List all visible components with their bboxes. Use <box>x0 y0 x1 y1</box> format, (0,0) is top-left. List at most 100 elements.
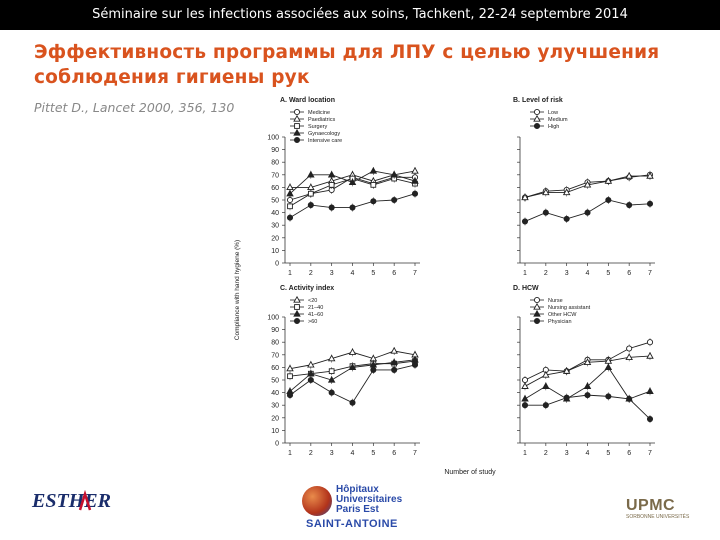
x-axis-label: Number of study <box>444 469 496 476</box>
hopitaux-logo: Hôpitaux Universitaires Paris Est SAINT-… <box>302 483 412 533</box>
x-tick-label: 7 <box>413 450 417 457</box>
x-tick-label: 7 <box>648 270 652 277</box>
data-point <box>307 360 315 368</box>
legend-label: Low <box>548 110 558 116</box>
data-point <box>626 201 633 209</box>
y-tick-label: 80 <box>271 340 279 347</box>
x-tick-label: 1 <box>288 270 292 277</box>
data-point <box>562 188 571 196</box>
y-tick-label: 0 <box>275 441 279 448</box>
data-point <box>542 370 550 378</box>
data-point <box>390 170 398 178</box>
panel-title: C. Activity index <box>280 285 334 292</box>
ribbon-icon <box>78 490 92 511</box>
data-point <box>411 176 419 184</box>
y-tick-label: 60 <box>271 185 279 192</box>
series-2-3 <box>521 196 654 226</box>
y-tick-label: 10 <box>271 248 279 255</box>
esther-logo: ESTHER <box>32 490 111 526</box>
legend-marker <box>533 317 541 325</box>
y-tick-label: 30 <box>271 403 279 410</box>
legend-marker <box>533 114 541 122</box>
data-point <box>327 170 336 178</box>
x-tick-label: 2 <box>544 450 548 457</box>
data-point <box>287 203 293 210</box>
data-point <box>349 399 356 406</box>
legend-marker <box>293 309 301 317</box>
data-point <box>646 171 654 179</box>
x-tick-label: 4 <box>586 270 590 277</box>
series-4-4 <box>521 391 654 424</box>
data-point <box>605 196 612 204</box>
x-tick-label: 6 <box>627 450 631 457</box>
data-point <box>348 178 357 186</box>
data-point <box>328 368 335 375</box>
data-point <box>286 183 294 191</box>
x-tick-label: 2 <box>544 270 548 277</box>
x-tick-label: 3 <box>330 270 334 277</box>
legend-marker <box>533 309 541 317</box>
chart-panel-1: A. Ward location 0 10 20 30 40 50 60 70 80 90 100 1 2… <box>267 97 420 277</box>
legend-label: 21–40 <box>308 305 323 311</box>
data-point <box>646 351 654 359</box>
legend-marker <box>533 122 541 130</box>
data-point <box>307 183 315 191</box>
data-point <box>286 189 294 197</box>
legend-marker <box>533 302 541 310</box>
data-point <box>626 395 633 402</box>
data-point <box>390 358 398 366</box>
y-tick-label: 20 <box>271 235 279 242</box>
data-point <box>286 364 294 372</box>
legend-marker <box>293 108 301 116</box>
data-point <box>584 392 591 399</box>
legend-marker <box>533 108 541 116</box>
upmc-subtext: SORBONNE UNIVERSITÉS <box>626 514 690 520</box>
legend-label: Paediatrics <box>308 117 335 123</box>
y-tick-label: 90 <box>271 327 279 334</box>
data-point <box>542 402 549 409</box>
x-tick-label: 7 <box>648 450 652 457</box>
data-point <box>563 215 570 222</box>
upmc-logo: UPMC SORBONNE UNIVERSITÉS <box>626 497 696 527</box>
data-point <box>604 176 613 184</box>
x-tick-label: 5 <box>606 270 610 277</box>
series-2-2 <box>521 171 654 202</box>
legend-label: Other HCW <box>548 312 577 318</box>
legend-marker <box>293 128 301 136</box>
y-tick-label: 80 <box>271 160 279 167</box>
x-tick-label: 1 <box>523 450 527 457</box>
data-point <box>646 200 654 207</box>
y-tick-label: 70 <box>271 172 279 179</box>
x-tick-label: 4 <box>586 450 590 457</box>
legend-marker <box>294 304 300 310</box>
legend-label: <20 <box>308 298 317 304</box>
data-point <box>625 171 633 179</box>
data-point <box>583 358 592 366</box>
x-tick-label: 7 <box>413 270 417 277</box>
hopitaux-text: Hôpitaux Universitaires Paris Est <box>336 484 403 515</box>
data-point <box>646 416 654 423</box>
data-point <box>369 166 378 174</box>
series-3-1 <box>286 346 419 373</box>
x-tick-label: 5 <box>371 270 375 277</box>
data-point <box>625 353 633 360</box>
data-point <box>521 402 529 409</box>
data-point <box>646 339 654 346</box>
data-point <box>583 382 592 389</box>
data-point <box>391 366 398 373</box>
panel-title: B. Level of risk <box>513 97 563 104</box>
esther-logo-text: ESTHER <box>32 490 111 512</box>
legend-label: 41–60 <box>308 312 323 318</box>
series-3-4 <box>286 360 419 407</box>
legend-label: Gynaecology <box>308 131 340 137</box>
data-point <box>604 363 613 371</box>
data-point <box>391 196 398 204</box>
y-tick-label: 20 <box>271 415 279 422</box>
data-point <box>605 393 612 400</box>
y-tick-label: 40 <box>271 390 279 397</box>
data-point <box>562 367 571 374</box>
data-point <box>307 201 314 209</box>
legend-marker <box>533 296 541 304</box>
x-tick-label: 2 <box>309 270 313 277</box>
data-point <box>348 363 357 371</box>
